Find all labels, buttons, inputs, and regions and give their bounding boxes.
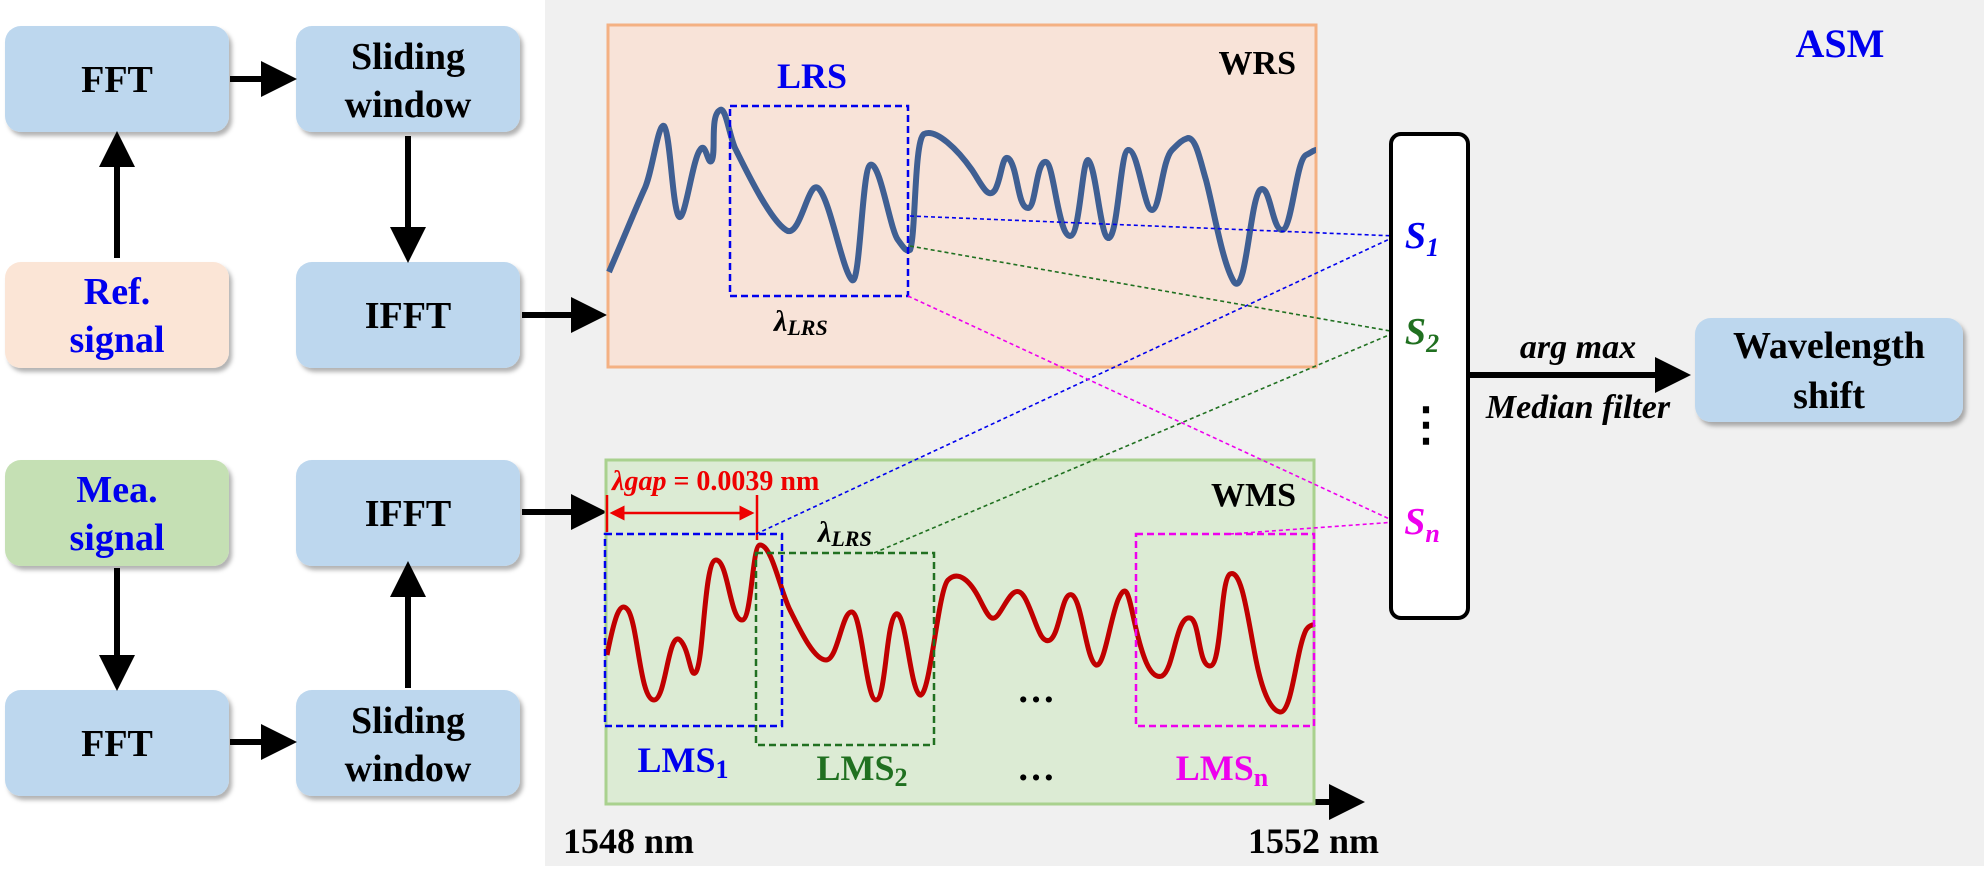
ifft-box-top: IFFT xyxy=(296,262,520,368)
ifft-box-bottom-label: IFFT xyxy=(365,493,452,535)
reference-spectrum-curve xyxy=(606,106,1317,287)
corr-line-lms1-s1 xyxy=(755,235,1397,535)
lrs-window xyxy=(728,104,910,298)
lambda-lrs-bottom: λLRS xyxy=(816,516,872,551)
sliding-window-bottom-line2: window xyxy=(345,748,472,790)
sliding-window-box-bottom: Sliding window xyxy=(296,690,520,796)
lms2-window xyxy=(754,551,936,747)
fft-box-bottom-label: FFT xyxy=(81,723,153,765)
wavelength-shift-box: Wavelength shift xyxy=(1695,318,1963,422)
median-filter-label: Median filter xyxy=(1485,389,1671,426)
lmsn-window xyxy=(1134,532,1316,728)
argmax-label: arg max xyxy=(1520,329,1636,366)
corr-line-lrs-s2 xyxy=(909,245,1397,333)
score-s1: S1 xyxy=(1405,215,1439,262)
sliding-window-top-line2: window xyxy=(345,84,472,126)
wavelength-shift-line2: shift xyxy=(1793,375,1865,417)
lms1-window xyxy=(603,532,784,728)
wrs-label: WRS xyxy=(1219,45,1296,82)
mea-signal-line1: Mea. xyxy=(76,469,157,511)
asm-label: ASM xyxy=(1796,21,1885,66)
corr-line-lrs-sn xyxy=(907,295,1397,523)
measured-spectrum-curve xyxy=(604,542,1316,715)
ref-signal-line1: Ref. xyxy=(84,271,150,313)
ifft-box-bottom: IFFT xyxy=(296,460,520,566)
lms1-label: LMS1 xyxy=(637,740,728,784)
lrs-label: LRS xyxy=(777,56,847,96)
axis-end-label: 1552 nm xyxy=(1248,821,1379,861)
fft-box-top: FFT xyxy=(5,26,229,132)
fft-box-top-label: FFT xyxy=(81,59,153,101)
sliding-window-bottom-line1: Sliding xyxy=(351,700,465,742)
score-dots: ⋮ xyxy=(1403,399,1449,450)
sliding-window-box-top: Sliding window xyxy=(296,26,520,132)
lambda-lrs-top: λLRS xyxy=(772,305,828,340)
ellipsis-bottom: … xyxy=(1017,747,1055,789)
ref-signal-line2: signal xyxy=(69,319,164,361)
lambda-gap-label: λgap = 0.0039 nm xyxy=(611,466,819,497)
similarity-scores-box xyxy=(1389,132,1470,620)
wms-label: WMS xyxy=(1211,477,1296,514)
lms2-label: LMS2 xyxy=(816,748,907,792)
wavelength-shift-line1: Wavelength xyxy=(1733,325,1925,367)
score-s2: S2 xyxy=(1405,311,1439,358)
fft-box-bottom: FFT xyxy=(5,690,229,796)
ifft-box-top-label: IFFT xyxy=(365,295,452,337)
mea-signal-box: Mea. signal xyxy=(5,460,229,566)
ellipsis-mid: … xyxy=(1017,669,1055,711)
ref-signal-box: Ref. signal xyxy=(5,262,229,368)
corr-line-lms2-s2 xyxy=(873,331,1397,554)
axis-start-label: 1548 nm xyxy=(563,821,694,861)
wrs-panel xyxy=(606,23,1318,369)
sliding-window-top-line1: Sliding xyxy=(351,36,465,78)
lmsn-label: LMSn xyxy=(1176,748,1269,792)
score-sn: Sn xyxy=(1404,501,1440,548)
mea-signal-line2: signal xyxy=(69,517,164,559)
